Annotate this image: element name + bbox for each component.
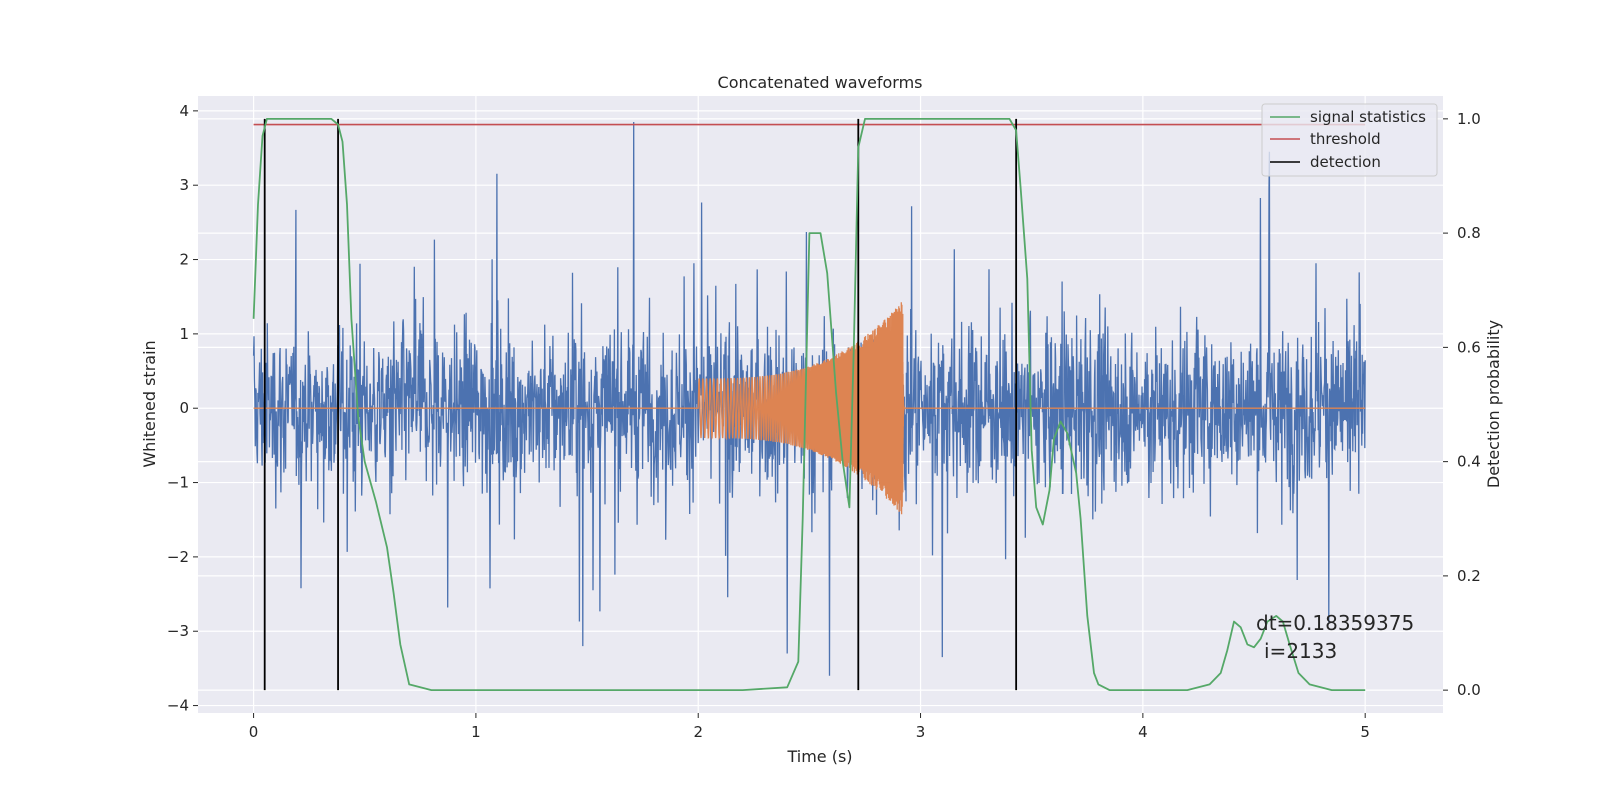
x-tick-label-5: 5 bbox=[1360, 723, 1370, 741]
y-tick-label-3: −1 bbox=[167, 474, 189, 492]
y-right-tick-label-5: 1.0 bbox=[1457, 110, 1481, 128]
legend: signal statistics threshold detection bbox=[1261, 103, 1438, 177]
x-axis-label: Time (s) bbox=[786, 747, 852, 766]
y-right-tick-label-4: 0.8 bbox=[1457, 224, 1481, 242]
series-whitened-strain bbox=[252, 121, 1366, 676]
chart-marks bbox=[252, 118, 1366, 691]
y-right-tick-label-0: 0.0 bbox=[1457, 681, 1481, 699]
chart-title: Concatenated waveforms bbox=[718, 73, 923, 92]
y-tick-label-8: 4 bbox=[179, 102, 189, 120]
y-tick-label-5: 1 bbox=[179, 325, 189, 343]
legend-label-threshold: threshold bbox=[1310, 130, 1381, 148]
x-tick-label-0: 0 bbox=[249, 723, 259, 741]
series-signal-statistics bbox=[252, 118, 1366, 691]
legend-label-signal-statistics: signal statistics bbox=[1310, 108, 1426, 126]
y-tick-label-0: −4 bbox=[167, 697, 189, 715]
x-tick-label-1: 1 bbox=[471, 723, 481, 741]
x-tick-label-3: 3 bbox=[916, 723, 926, 741]
legend-box bbox=[1261, 103, 1438, 177]
y-axis-label: Whitened strain bbox=[140, 340, 159, 467]
y-tick-label-1: −3 bbox=[167, 622, 189, 640]
y-tick-label-2: −2 bbox=[167, 548, 189, 566]
y-axis-right-label: Detection probability bbox=[1484, 320, 1503, 488]
y-tick-label-6: 2 bbox=[179, 251, 189, 269]
y-right-tick-label-3: 0.6 bbox=[1457, 338, 1481, 356]
y-right-tick-label-2: 0.4 bbox=[1457, 453, 1481, 471]
y-right-tick-label-1: 0.2 bbox=[1457, 567, 1481, 585]
axis-ticks: 0 1 2 3 4 5 −4 −3 −2 −1 0 1 2 3 4 0.0 0.2 0.4 0.6 0.8 1.0 bbox=[167, 102, 1481, 741]
x-tick-label-4: 4 bbox=[1138, 723, 1148, 741]
y-tick-label-4: 0 bbox=[179, 399, 189, 417]
y-tick-label-7: 3 bbox=[179, 176, 189, 194]
annotation-index: i=2133 bbox=[1264, 639, 1337, 663]
legend-label-detection: detection bbox=[1310, 153, 1381, 171]
annotation-dt: dt=0.18359375 bbox=[1256, 611, 1414, 635]
x-tick-label-2: 2 bbox=[693, 723, 703, 741]
